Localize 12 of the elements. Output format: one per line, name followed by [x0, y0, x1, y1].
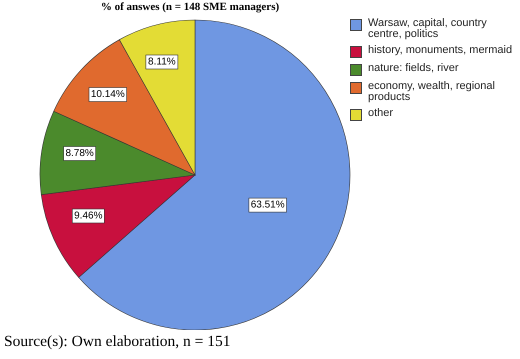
legend-label: nature: fields, river	[368, 62, 458, 74]
source-note: Source(s): Own elaboration, n = 151	[4, 333, 231, 351]
legend-label: history, monuments, mermaid	[368, 44, 512, 56]
legend-label: Warsaw, capital, country centre, politics	[368, 17, 488, 40]
data-label: 8.11%	[148, 56, 176, 68]
data-label: 9.46%	[74, 210, 103, 222]
data-label: 63.51%	[250, 200, 285, 211]
data-label: 10.14%	[90, 89, 125, 100]
chart-title: % of answes (n = 148 SME managers)	[100, 1, 280, 13]
legend-label: economy, wealth, regional products	[368, 80, 496, 103]
legend-label: other	[368, 107, 394, 119]
data-label: 8.78%	[65, 148, 94, 160]
